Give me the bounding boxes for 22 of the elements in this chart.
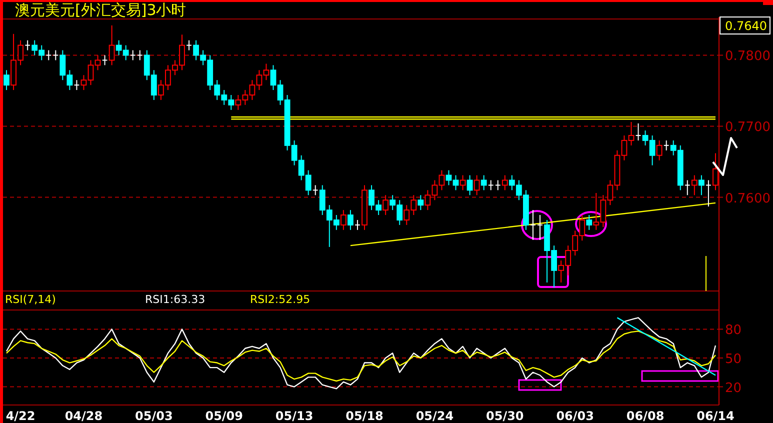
text: 0.7640 (725, 19, 767, 33)
y-tick-label: 0.7800 (725, 49, 770, 64)
text: RSI1:63.33 (145, 293, 206, 306)
x-tick-label: 04/28 (64, 409, 103, 423)
y-tick-label: 0.7700 (725, 120, 770, 136)
chart-title: 澳元美元[外汇交易]3小时 (15, 1, 186, 19)
x-tick-label: 06/03 (556, 409, 594, 423)
y-tick-label: 50 (725, 352, 742, 367)
y-tick-label: 80 (725, 323, 742, 338)
x-tick-label: 05/24 (416, 409, 454, 423)
text: RSI2:52.95 (250, 293, 310, 306)
y-tick-label: 20 (725, 380, 742, 396)
x-tick-label: 05/03 (135, 409, 173, 423)
x-tick-label: 05/30 (486, 409, 524, 423)
y-tick-label: 0.7600 (725, 191, 770, 206)
text: RSI(7,14) (5, 293, 56, 306)
x-tick-label: 4/22 (6, 409, 36, 423)
x-tick-label: 05/13 (275, 409, 314, 423)
x-tick-label: 05/09 (205, 409, 244, 423)
x-tick-label: 05/18 (346, 409, 384, 423)
x-tick-label: 06/14 (696, 409, 734, 423)
x-tick-label: 06/08 (626, 409, 664, 423)
